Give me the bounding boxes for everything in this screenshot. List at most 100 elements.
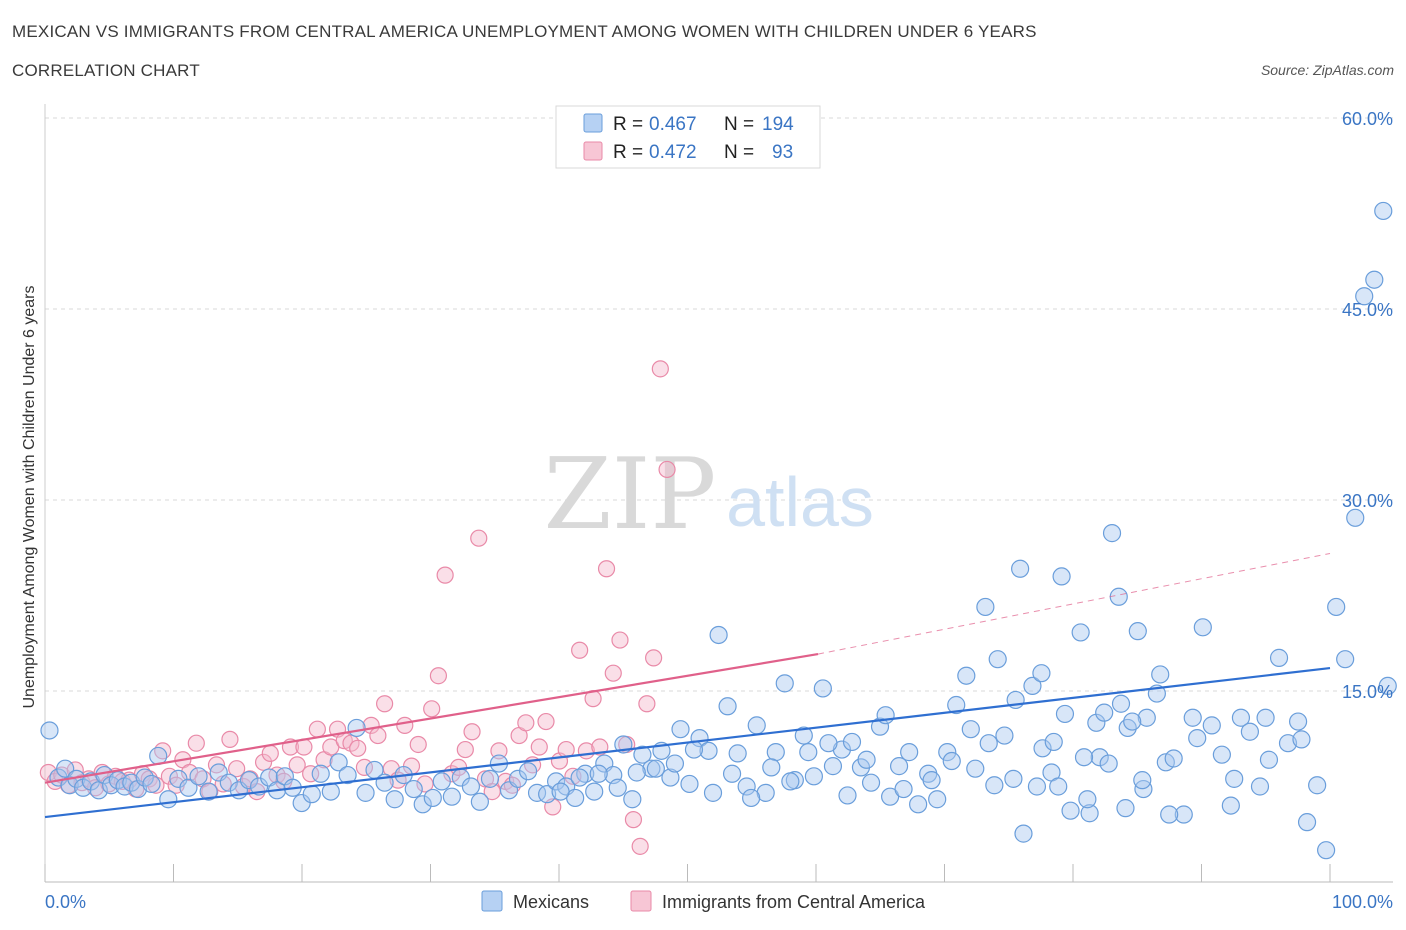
legend-swatch-pink bbox=[583, 141, 603, 161]
data-point-mexicans bbox=[995, 726, 1014, 745]
trend-line-immigrants-extension bbox=[817, 552, 1331, 655]
y-tick-label: 30.0% bbox=[1342, 491, 1393, 511]
data-point-immigrants bbox=[537, 712, 555, 731]
data-point-mexicans bbox=[1202, 716, 1221, 735]
data-point-immigrants bbox=[470, 529, 488, 547]
data-point-mexicans bbox=[1023, 676, 1042, 696]
data-point-mexicans bbox=[623, 790, 642, 809]
data-point-mexicans bbox=[1095, 703, 1114, 722]
data-point-mexicans bbox=[461, 777, 481, 796]
trend-line-mexicans bbox=[44, 666, 1331, 819]
watermark-zip: ZIP bbox=[544, 438, 717, 552]
data-point-mexicans bbox=[1183, 708, 1202, 727]
data-point-immigrants bbox=[349, 739, 367, 757]
legend-swatch-immigrants bbox=[630, 890, 652, 912]
data-point-mexicans bbox=[699, 741, 718, 760]
data-point-mexicans bbox=[1049, 777, 1068, 796]
data-point-mexicans bbox=[56, 759, 75, 778]
data-point-mexicans bbox=[823, 757, 843, 776]
data-point-mexicans bbox=[1308, 776, 1327, 795]
data-point-mexicans bbox=[1078, 790, 1097, 809]
data-point-immigrants bbox=[658, 460, 676, 479]
data-point-mexicans bbox=[1374, 201, 1393, 221]
data-point-mexicans bbox=[1109, 587, 1128, 606]
data-point-mexicans bbox=[1160, 805, 1179, 824]
data-point-mexicans bbox=[1133, 771, 1152, 790]
data-point-mexicans bbox=[718, 697, 737, 716]
data-point-mexicans bbox=[1052, 567, 1071, 586]
data-point-mexicans bbox=[538, 785, 557, 804]
data-point-immigrants bbox=[604, 664, 622, 682]
data-point-mexicans bbox=[608, 778, 627, 797]
data-point-mexicans bbox=[1317, 841, 1336, 860]
data-point-mexicans bbox=[219, 773, 238, 792]
data-point-mexicans bbox=[889, 757, 909, 776]
data-point-immigrants bbox=[416, 775, 434, 793]
data-point-mexicans bbox=[413, 795, 432, 814]
data-point-immigrants bbox=[288, 756, 306, 774]
data-point-immigrants bbox=[429, 667, 448, 685]
data-point-immigrants bbox=[261, 744, 279, 762]
data-point-mexicans bbox=[1288, 712, 1308, 731]
data-point-mexicans bbox=[909, 795, 928, 814]
data-point-immigrants bbox=[597, 560, 616, 578]
data-point-mexicans bbox=[570, 768, 589, 787]
data-point-immigrants bbox=[39, 763, 57, 782]
legend-r-label: R = bbox=[613, 142, 643, 163]
watermark-atlas: atlas bbox=[726, 463, 874, 541]
data-point-immigrants bbox=[221, 730, 239, 748]
data-point-immigrants bbox=[638, 695, 656, 713]
series-legend: Mexicans Immigrants from Central America bbox=[481, 890, 926, 912]
data-point-immigrants bbox=[631, 837, 649, 855]
data-point-mexicans bbox=[646, 759, 665, 778]
data-point-mexicans bbox=[1188, 729, 1207, 748]
data-point-mexicans bbox=[1212, 745, 1231, 764]
data-point-mexicans bbox=[1250, 777, 1270, 796]
data-point-mexicans bbox=[671, 720, 690, 739]
legend-n-value: 93 bbox=[772, 142, 793, 163]
data-point-immigrants bbox=[611, 631, 629, 649]
data-point-mexicans bbox=[142, 774, 161, 794]
data-point-mexicans bbox=[311, 764, 330, 783]
data-point-mexicans bbox=[1071, 623, 1090, 642]
data-point-mexicans bbox=[928, 790, 947, 809]
data-point-mexicans bbox=[861, 773, 881, 792]
data-point-mexicans bbox=[1151, 665, 1170, 684]
data-point-mexicans bbox=[1174, 805, 1193, 824]
data-point-mexicans bbox=[938, 743, 957, 762]
data-point-mexicans bbox=[988, 650, 1007, 669]
data-point-mexicans bbox=[684, 740, 704, 759]
data-point-immigrants bbox=[463, 723, 481, 741]
data-point-mexicans bbox=[857, 750, 876, 769]
legend-r-value: 0.467 bbox=[649, 114, 697, 135]
data-point-mexicans bbox=[546, 772, 566, 791]
legend-swatch-blue bbox=[583, 113, 603, 133]
data-point-mexicans bbox=[922, 771, 941, 790]
data-point-mexicans bbox=[432, 772, 451, 791]
data-point-mexicans bbox=[470, 792, 489, 811]
data-point-mexicans bbox=[979, 734, 998, 753]
y-axis-label: Unemployment Among Women with Children U… bbox=[21, 285, 38, 708]
data-point-immigrants bbox=[187, 734, 205, 752]
data-point-mexicans bbox=[239, 771, 259, 790]
data-point-mexicans bbox=[1378, 676, 1397, 696]
data-point-immigrants bbox=[517, 714, 535, 732]
data-point-mexicans bbox=[794, 726, 813, 745]
x-tick-label: 100.0% bbox=[1332, 892, 1393, 912]
data-point-mexicans bbox=[799, 743, 818, 762]
data-point-mexicans bbox=[385, 790, 404, 809]
data-point-mexicans bbox=[661, 768, 680, 787]
data-point-mexicans bbox=[680, 774, 699, 794]
data-point-mexicans bbox=[442, 787, 461, 806]
data-point-mexicans bbox=[1256, 708, 1275, 727]
data-point-mexicans bbox=[985, 776, 1004, 795]
data-point-mexicans bbox=[1365, 270, 1384, 289]
data-point-mexicans bbox=[159, 790, 178, 809]
data-point-mexicans bbox=[1336, 650, 1355, 669]
data-point-mexicans bbox=[40, 721, 59, 740]
data-point-immigrants bbox=[651, 360, 669, 378]
data-point-mexicans bbox=[1055, 704, 1075, 724]
data-point-mexicans bbox=[404, 779, 423, 799]
chart-title: MEXICAN VS IMMIGRANTS FROM CENTRAL AMERI… bbox=[12, 22, 1037, 41]
data-point-mexicans bbox=[1259, 750, 1279, 769]
